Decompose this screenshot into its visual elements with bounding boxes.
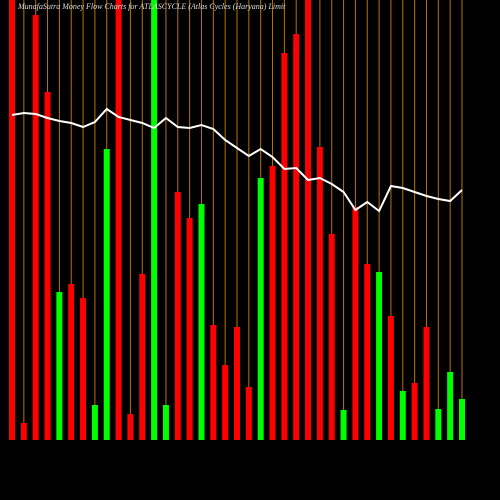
bar — [198, 204, 205, 440]
bar — [20, 423, 27, 440]
bar — [103, 149, 110, 440]
bar — [387, 316, 394, 440]
money-flow-line — [11, 107, 463, 213]
bar — [234, 327, 240, 440]
bar — [316, 147, 323, 440]
bar — [115, 0, 122, 440]
bar — [56, 292, 63, 440]
bar — [44, 92, 51, 440]
bar — [340, 410, 347, 440]
bar — [376, 272, 383, 440]
bar — [210, 325, 217, 440]
bar — [91, 405, 98, 440]
bar — [399, 391, 406, 440]
bar — [328, 234, 335, 440]
bar — [186, 218, 193, 440]
bar — [9, 0, 15, 440]
bar — [32, 15, 39, 440]
bar — [364, 264, 371, 440]
bar — [459, 399, 465, 440]
bar — [269, 166, 276, 440]
bar — [151, 0, 158, 440]
bar — [174, 192, 181, 440]
bar — [257, 178, 264, 440]
bar — [293, 34, 300, 440]
bar — [127, 414, 134, 440]
bar — [68, 284, 75, 440]
bar — [80, 298, 87, 440]
bar — [162, 405, 169, 440]
bar — [423, 327, 430, 440]
bar — [435, 409, 442, 440]
bar — [447, 372, 454, 440]
chart-title: MunafaSutra Money Flow Charts for ATLASC… — [17, 2, 286, 11]
bar — [305, 0, 312, 440]
bar — [222, 365, 229, 440]
bar — [245, 387, 252, 440]
bar — [411, 383, 418, 440]
bar — [352, 207, 359, 440]
bar — [139, 274, 146, 440]
bar — [281, 53, 288, 440]
